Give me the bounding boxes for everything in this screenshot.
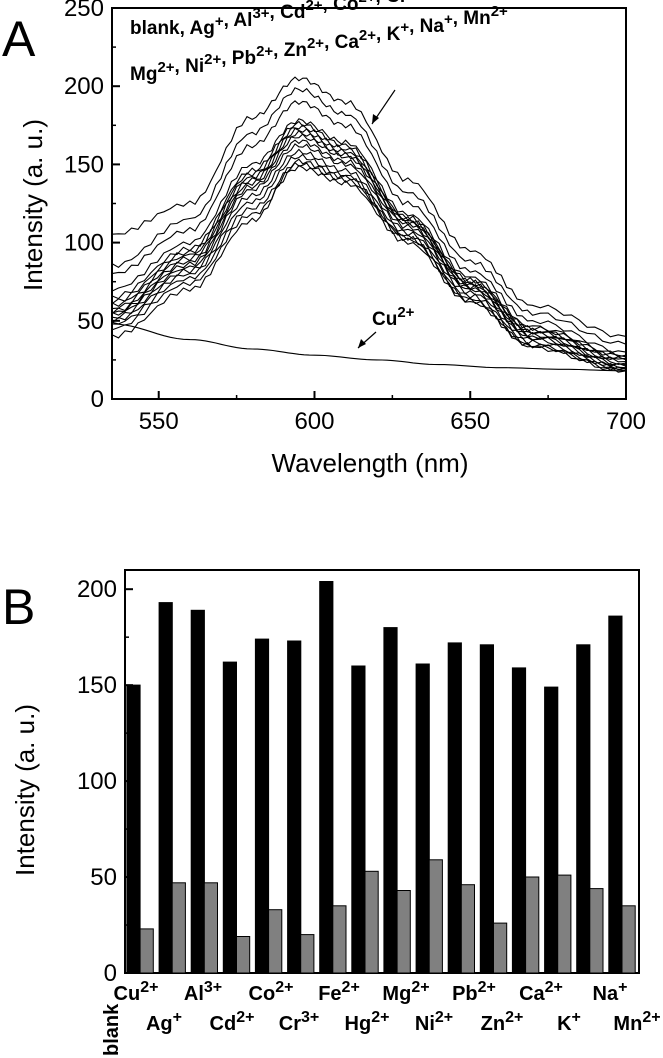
series-line-Mg2plus — [111, 133, 627, 365]
bar-Agplus-with-cu — [171, 882, 186, 974]
bar-Ni2plus-with-cu — [428, 859, 443, 974]
bar-Mg2plus-without-cu — [383, 627, 398, 974]
series-line-Cu2plus — [111, 323, 626, 372]
bar-Cr3plus-with-cu — [300, 934, 315, 974]
bar-Cd2plus-without-cu — [222, 661, 238, 974]
x-label-row2-cr: Cr3+ — [279, 1009, 319, 1035]
y-tick-label: 150 — [77, 672, 117, 699]
bar-Cd2plus-with-cu — [236, 936, 251, 974]
bar-Agplus-without-cu — [158, 602, 173, 974]
y-tick-label: 150 — [64, 151, 104, 178]
y-tick-label: 100 — [77, 768, 117, 795]
panel-b-blank-label: blank — [101, 1003, 123, 1056]
x-label-row2-k: K+ — [557, 1009, 581, 1035]
bar-Ca2plus-with-cu — [525, 876, 540, 974]
y-tick-label: 100 — [64, 230, 104, 257]
panel-b-bars-group — [126, 581, 636, 974]
panel-b-y-label: Intensity (a. u.) — [10, 704, 40, 876]
bar-Mn2plus-without-cu — [608, 615, 623, 974]
series-line-Agplus — [111, 87, 627, 345]
bar-Fe2plus-with-cu — [332, 905, 347, 974]
bar-blank-with-cu — [139, 928, 154, 974]
y-tick-label: 0 — [104, 960, 117, 987]
bar-Co2plus-without-cu — [254, 638, 270, 974]
bar-Zn2plus-without-cu — [479, 644, 494, 974]
x-label-row1-al: Al3+ — [184, 979, 222, 1005]
x-label-row1-cu: Cu2+ — [114, 979, 159, 1005]
bar-Naplus-with-cu — [589, 888, 604, 974]
panel-b-x-tick-labels: Cu2+ Al3+ Co2+ Fe2+ Mg2+ Pb2+ Ca2+ Na+ Ag+ Cd2+ Cr… — [114, 979, 661, 1035]
x-tick-label: 600 — [294, 408, 334, 435]
bar-Kplus-with-cu — [557, 874, 572, 974]
panel-b-plot-frame — [124, 569, 640, 974]
series-line-Pb2plus — [111, 143, 627, 367]
x-tick-label: 550 — [139, 408, 179, 435]
series-line-Al3plus — [111, 100, 627, 354]
bar-Al3plus-with-cu — [203, 882, 219, 974]
bar-Al3plus-without-cu — [190, 609, 205, 974]
series-line-Ni2plus — [111, 139, 627, 366]
panel-a-group-arrowhead — [372, 114, 379, 124]
bar-Kplus-without-cu — [544, 686, 559, 974]
series-line-Naplus — [111, 164, 627, 373]
x-label-row2-mn: Mn2+ — [613, 1009, 660, 1035]
bar-Naplus-without-cu — [576, 644, 591, 974]
panel-a-annotation-line1: blank, Ag+, Al3+, Cd2+, Co2+, Cr3+, Fe2+… — [130, 0, 532, 39]
bar-Co2plus-with-cu — [268, 909, 283, 974]
x-label-row2-cd: Cd2+ — [210, 1009, 255, 1035]
panel-a-annotation-line2: Mg2+, Ni2+, Pb2+, Zn2+, Ca2+, K+, Na+, M… — [130, 3, 508, 85]
x-label-row1-pb: Pb2+ — [452, 979, 496, 1005]
bar-Mg2plus-with-cu — [396, 890, 411, 974]
bar-Pb2plus-with-cu — [460, 884, 475, 974]
bar-Hg2plus-with-cu — [364, 870, 379, 974]
x-label-row1-na: Na+ — [593, 979, 628, 1005]
panel-a-cu-annotation: Cu2+ — [372, 304, 415, 330]
bar-Fe2plus-without-cu — [319, 581, 334, 974]
series-line-blank — [111, 76, 627, 338]
y-tick-label: 200 — [64, 73, 104, 100]
bar-Ca2plus-without-cu — [511, 667, 527, 974]
y-tick-label: 0 — [91, 386, 104, 413]
x-tick-label: 650 — [450, 408, 490, 435]
x-label-row2-zn: Zn2+ — [481, 1009, 524, 1035]
y-tick-label: 250 — [64, 0, 104, 22]
series-line-Kplus — [111, 161, 627, 371]
panel-b-letter: B — [2, 579, 35, 635]
panel-a-cu-arrowhead — [358, 339, 366, 348]
panel-a-letter: A — [2, 11, 36, 67]
x-label-row1-mg: Mg2+ — [382, 979, 429, 1005]
panel-a-x-ticks: 550 600 650 700 — [139, 391, 646, 435]
panel-a-y-ticks: 0 50 100 150 200 250 — [64, 0, 120, 413]
x-label-row1-fe: Fe2+ — [318, 979, 360, 1005]
y-tick-label: 200 — [77, 576, 117, 603]
bar-Mn2plus-with-cu — [621, 905, 636, 974]
panel-a-x-label: Wavelength (nm) — [272, 448, 469, 478]
bar-Pb2plus-without-cu — [447, 642, 462, 974]
bar-Hg2plus-without-cu — [351, 665, 366, 974]
panel-a-y-label: Intensity (a. u.) — [18, 119, 48, 291]
bar-Zn2plus-with-cu — [493, 922, 508, 974]
y-tick-label: 50 — [77, 308, 104, 335]
y-tick-label: 50 — [90, 864, 117, 891]
panel-b-y-ticks: 0 50 100 150 200 — [77, 576, 133, 987]
x-tick-label: 700 — [606, 408, 646, 435]
panel-a: A 550 600 650 700 0 50 100 150 200 250 Wavelengt… — [2, 0, 646, 478]
x-label-row1-co: Co2+ — [249, 979, 294, 1005]
x-label-row2-ni: Ni2+ — [415, 1009, 453, 1035]
x-label-row1-ca: Ca2+ — [519, 979, 563, 1005]
bar-Cr3plus-without-cu — [287, 640, 302, 974]
x-label-row2-ag: Ag+ — [146, 1009, 182, 1035]
x-label-row2-hg: Hg2+ — [345, 1009, 390, 1035]
bar-Ni2plus-without-cu — [415, 663, 430, 974]
series-line-Mn2plus — [111, 158, 627, 372]
series-line-Cr3plus — [111, 124, 627, 360]
panel-a-series-group — [111, 76, 627, 373]
